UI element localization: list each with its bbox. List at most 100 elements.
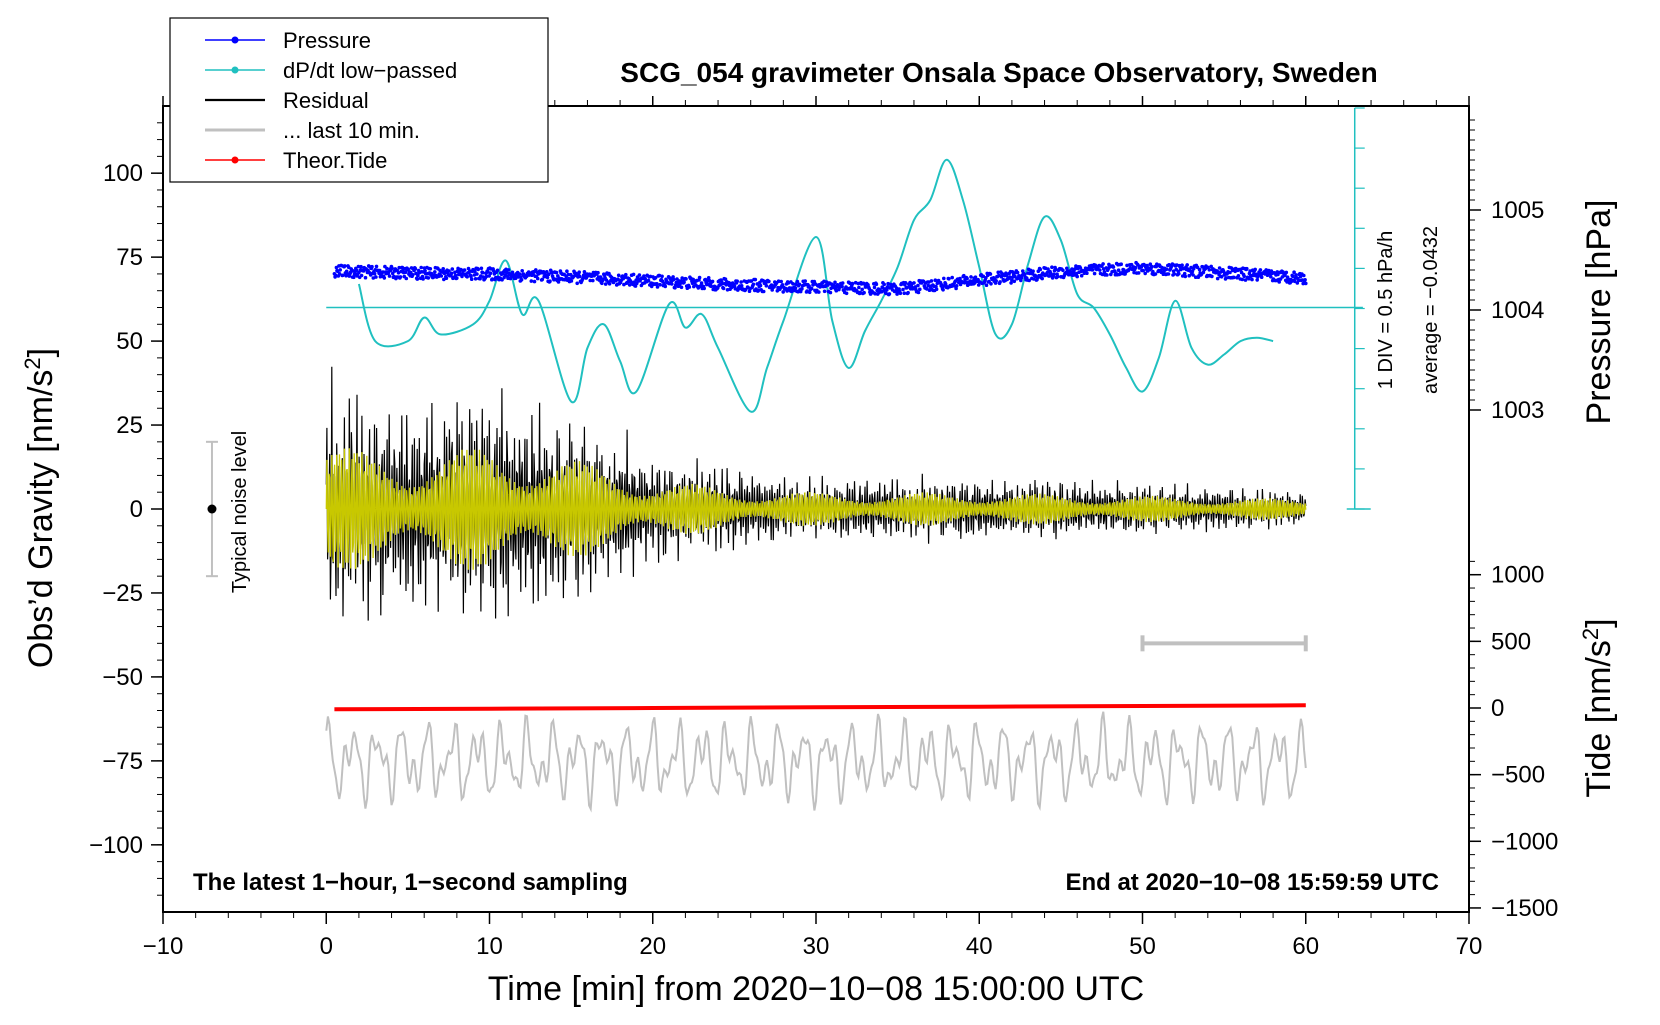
y-tick-label: 100 <box>103 160 143 187</box>
x-tick-label: 70 <box>1456 933 1483 960</box>
pressure-point <box>761 289 766 294</box>
pressure-point <box>996 270 1000 275</box>
pressure-point <box>413 266 418 271</box>
pressure-point <box>976 283 981 287</box>
pressure-point <box>529 279 534 283</box>
pressure-point <box>1304 281 1308 286</box>
pressure-point <box>545 270 549 274</box>
pressure-point <box>403 270 408 275</box>
pressure-point <box>352 275 356 280</box>
pressure-point <box>749 279 754 283</box>
pressure-point <box>709 284 714 289</box>
pressure-point <box>1255 278 1259 282</box>
pressure-point <box>495 268 500 273</box>
pressure-point <box>964 280 968 285</box>
chart-title: SCG_054 gravimeter Onsala Space Observat… <box>620 57 1377 88</box>
pressure-point <box>776 279 781 284</box>
pressure-point <box>1182 271 1187 276</box>
last-10-min-span-marker <box>1140 635 1308 652</box>
pressure-point <box>1250 277 1254 282</box>
pressure-point <box>1010 270 1015 274</box>
pressure-point <box>475 272 479 276</box>
pressure-point <box>397 265 402 270</box>
pressure-point <box>918 287 922 292</box>
pressure-point <box>872 285 877 290</box>
dpdt-scale-bar <box>1346 107 1371 510</box>
residual-line <box>325 366 1307 621</box>
pressure-point <box>1098 268 1102 272</box>
pressure-point <box>981 274 986 279</box>
pressure-point <box>450 267 455 271</box>
pressure-point <box>390 266 394 271</box>
pressure-point <box>363 275 368 280</box>
pressure-point <box>809 286 814 291</box>
legend-entry-tide: Theor.Tide <box>205 148 387 173</box>
legend-label-last10: ... last 10 min. <box>283 118 420 143</box>
last-10-min-line <box>325 711 1307 813</box>
pressure-point <box>687 285 692 289</box>
pressure-point <box>439 274 444 278</box>
pressure-point <box>1038 267 1043 272</box>
pressure-point <box>1027 278 1031 283</box>
pressure-point <box>840 281 845 285</box>
pressure-point <box>1012 279 1017 284</box>
pressure-point <box>787 286 792 290</box>
pressure-point <box>1078 266 1083 270</box>
pressure-point <box>758 283 763 288</box>
pressure-point <box>720 282 725 286</box>
pressure-point <box>1092 271 1097 276</box>
pressure-point <box>795 279 800 284</box>
pressure-point <box>449 271 454 276</box>
pressure-point <box>916 290 921 295</box>
tide-tick-label: −500 <box>1491 762 1545 789</box>
noise-level-bar <box>205 440 218 578</box>
pressure-point <box>844 291 849 296</box>
pressure-point <box>954 286 958 291</box>
pressure-point <box>660 274 664 279</box>
pressure-point <box>385 266 389 271</box>
pressure-point <box>954 284 959 288</box>
pressure-point <box>415 277 420 281</box>
bottom-left-note: The latest 1−hour, 1−second sampling <box>193 869 628 896</box>
pressure-point <box>663 284 668 289</box>
tide-tick-label: 500 <box>1491 628 1531 655</box>
legend-label-pressure: Pressure <box>283 28 371 53</box>
pressure-point <box>1079 273 1084 278</box>
pressure-point <box>1191 273 1195 277</box>
pressure-point <box>952 284 956 288</box>
pressure-point <box>941 288 945 292</box>
x-tick-label: −10 <box>143 933 184 960</box>
pressure-point <box>460 274 464 279</box>
pressure-point <box>519 278 524 282</box>
pressure-point <box>1302 273 1306 278</box>
pressure-point <box>682 280 686 285</box>
noise-level-label: Typical noise level <box>229 431 251 593</box>
pressure-point <box>781 290 785 294</box>
pressure-point <box>1004 273 1009 278</box>
pressure-point <box>739 284 744 288</box>
pressure-point <box>887 292 892 296</box>
pressure-point <box>833 280 837 285</box>
pressure-point <box>480 270 485 275</box>
pressure-point <box>582 270 587 274</box>
pressure-point <box>1201 270 1206 275</box>
pressure-point <box>465 275 470 279</box>
pressure-point <box>631 272 636 277</box>
pressure-point <box>598 275 603 279</box>
pressure-point <box>337 272 342 276</box>
pressure-point <box>916 283 920 288</box>
pressure-point <box>421 277 425 281</box>
pressure-point <box>1149 264 1154 269</box>
pressure-point <box>488 271 493 276</box>
pressure-point <box>569 279 574 283</box>
pressure-point <box>1151 269 1155 274</box>
legend-marker-tide <box>231 156 239 164</box>
pressure-point <box>857 285 861 290</box>
pressure-point <box>743 287 748 292</box>
y-tick-label: −50 <box>102 664 143 691</box>
pressure-point <box>767 279 771 284</box>
pressure-point <box>934 284 938 289</box>
pressure-point <box>885 288 889 292</box>
pressure-point <box>545 275 550 280</box>
